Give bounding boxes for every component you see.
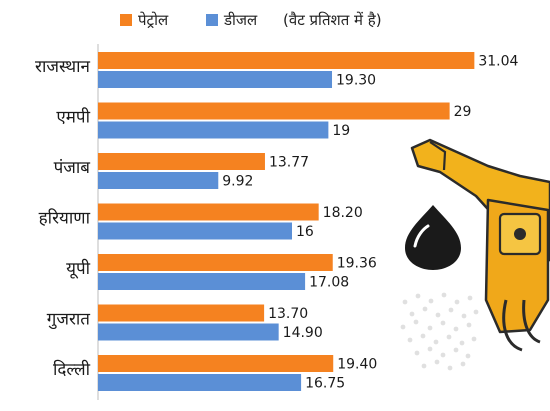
value-label-diesel: 17.08 [309,275,349,291]
value-label-petrol: 29 [454,104,472,120]
value-label-background [266,305,311,321]
bar-petrol [98,203,319,221]
bars-layer: राजस्थान 31.04 19.30 एमपी 29 19 पंजाब 13.77 9.92… [35,44,521,400]
value-label-background [303,374,348,391]
value-label-background [320,204,365,220]
value-label-background [335,355,380,372]
bar-diesel [98,323,279,341]
legend-item-petrol: पेट्रोल [120,10,168,30]
value-label-background [334,254,379,271]
value-label-background [307,273,352,290]
category-label: राजस्थान [35,57,91,77]
legend-swatch-petrol [120,14,132,26]
legend-note: (वैट प्रतिशत में है) [283,11,382,29]
bar-diesel [98,172,219,189]
value-label-petrol: 19.36 [337,256,377,272]
bar-petrol [98,52,475,69]
category-label: हरियाणा [39,208,91,229]
fuel-nozzle-illustration [400,138,550,371]
value-label-diesel: 14.90 [283,325,323,341]
bar-petrol [98,355,334,372]
category-label: यूपी [66,258,91,279]
legend-item-diesel: डीजल [206,10,257,30]
value-label-diesel: 9.92 [222,174,253,190]
value-label-background [330,122,375,138]
category-label: एमपी [56,107,90,128]
value-label-petrol: 13.70 [268,306,308,322]
bar-diesel [98,121,329,139]
value-label-diesel: 16 [296,224,314,240]
bar-diesel [98,273,306,290]
value-label-background [334,71,379,88]
bar-petrol [98,304,265,322]
value-label-petrol: 13.77 [269,155,309,171]
value-label-background [451,103,496,119]
value-label-diesel: 16.75 [305,376,345,392]
bar-diesel [98,71,333,88]
value-label-petrol: 18.20 [323,205,363,221]
legend-swatch-diesel [206,14,218,26]
value-label-background [294,223,338,239]
bar-diesel [98,374,302,391]
value-label-diesel: 19.30 [336,73,376,89]
bar-petrol [98,153,265,170]
value-label-background [266,153,311,170]
value-label-petrol: 31.04 [478,54,518,70]
category-label: गुजरात [47,310,91,330]
bar-petrol [98,102,450,120]
legend: पेट्रोल डीजल (वैट प्रतिशत में है) [0,6,550,34]
value-label-petrol: 19.40 [337,357,377,373]
legend-label-petrol: पेट्रोल [138,11,169,29]
bar-diesel [98,222,292,240]
legend-label-diesel: डीजल [224,11,258,29]
category-label: पंजाब [54,158,91,178]
value-label-background [476,52,521,69]
value-label-background [220,172,265,189]
bar-petrol [98,254,333,271]
category-label: दिल्ली [53,359,91,380]
value-label-diesel: 19 [332,123,350,139]
value-label-background [280,324,325,340]
